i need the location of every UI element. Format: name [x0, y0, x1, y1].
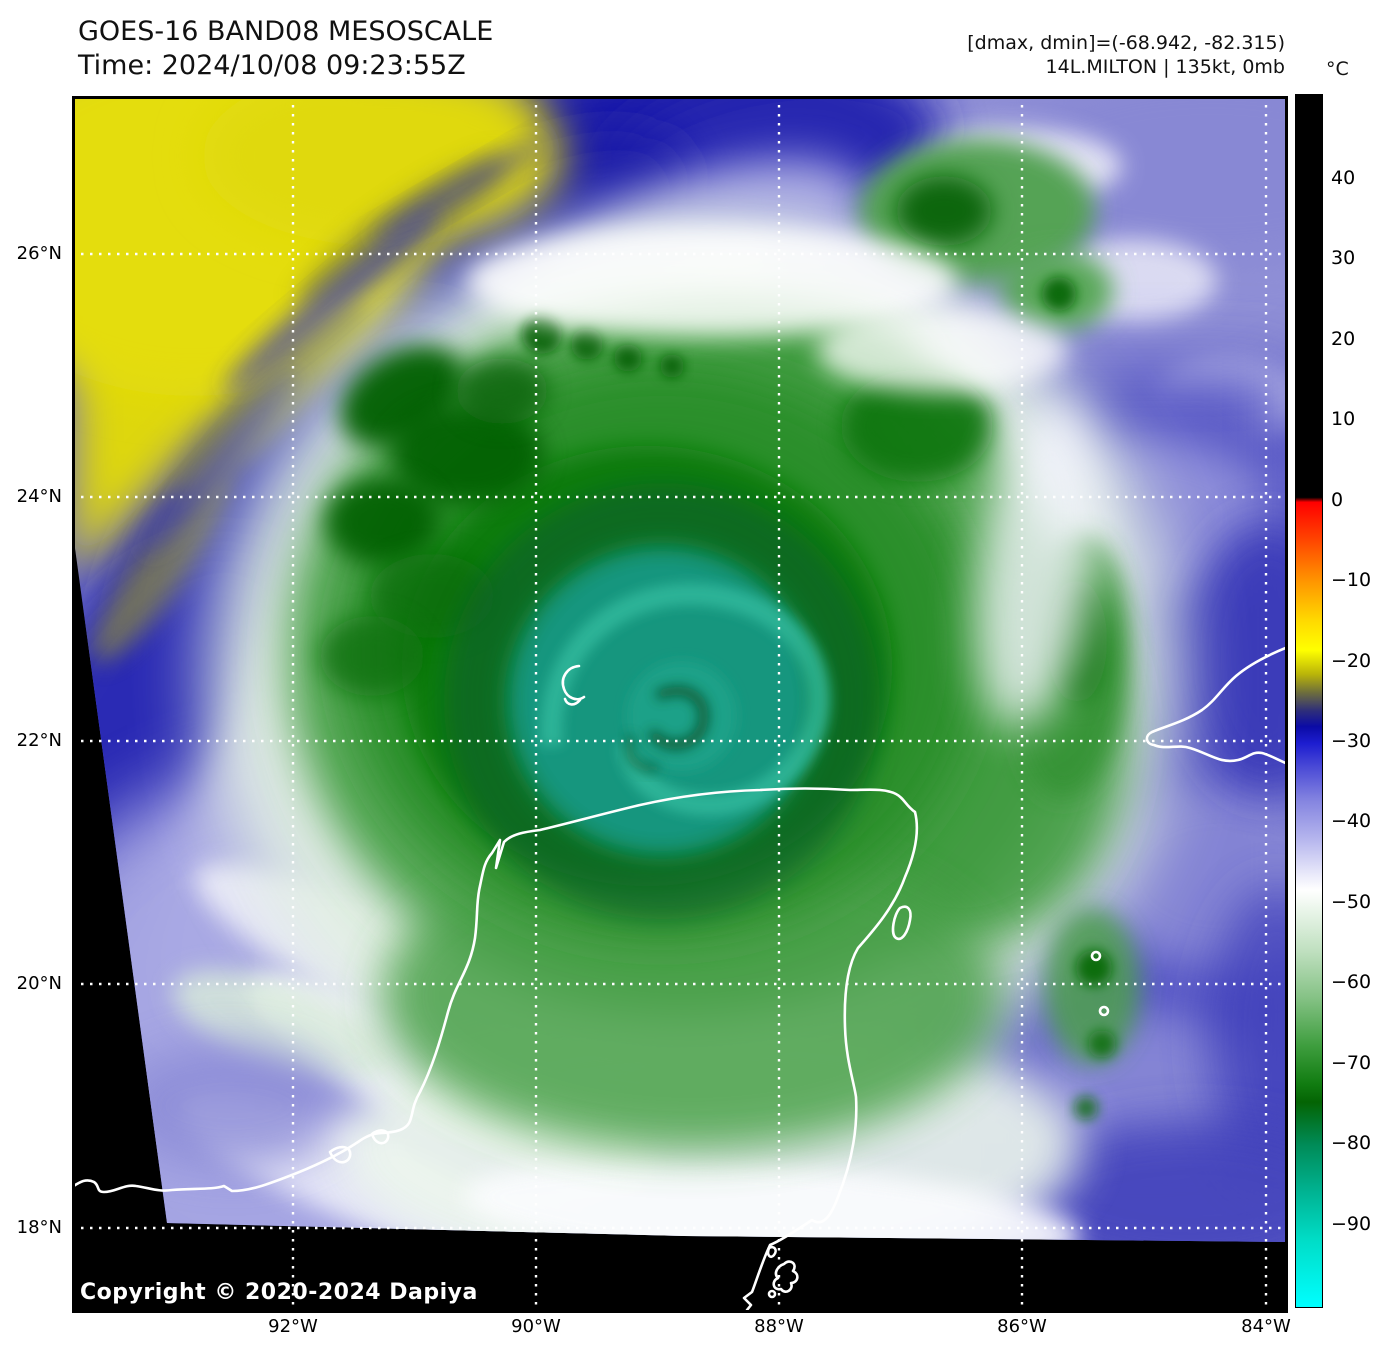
- lat-label: 18°N: [16, 1217, 62, 1238]
- lat-label: 20°N: [16, 973, 62, 994]
- colorbar-tick-label: 10: [1331, 408, 1356, 431]
- coastlines: [72, 645, 1288, 1312]
- satellite-imagery: [72, 96, 1288, 1313]
- colorbar: 40 30 20 10 0 −10 −20 −30 −40 −50 −60 −70 −80 −90: [1295, 94, 1390, 1308]
- lon-label: 88°W: [754, 1316, 804, 1337]
- colorbar-tick-label: 40: [1331, 167, 1356, 189]
- colorbar-tick-label: −30: [1331, 730, 1372, 752]
- colorbar-tick-label: −70: [1331, 1051, 1372, 1074]
- storm-readout: 14L.MILTON | 135kt, 0mb: [1045, 55, 1285, 78]
- colorbar-tick-label: 20: [1331, 327, 1356, 350]
- colorbar-tick-label: −80: [1331, 1132, 1372, 1155]
- dmax-dmin-readout: [dmax, dmin]=(-68.942, -82.315): [967, 32, 1285, 54]
- map-border: [72, 96, 1288, 1313]
- colorbar-tick-label: 0: [1331, 488, 1344, 511]
- colorbar-tick-label: −90: [1331, 1212, 1372, 1235]
- colorbar-gradient: [1295, 94, 1323, 1308]
- lat-label: 22°N: [16, 730, 62, 751]
- cloud-imagery: [72, 96, 1288, 1242]
- lat-label: 24°N: [16, 486, 62, 507]
- copyright: Copyright © 2020-2024 Dapiya: [80, 1280, 478, 1305]
- info-block: [dmax, dmin]=(-68.942, -82.315) 14L.MILT…: [967, 32, 1285, 80]
- page-title: GOES-16 BAND08 MESOSCALE: [78, 16, 494, 47]
- lon-label: 84°W: [1241, 1316, 1291, 1337]
- lon-label: 90°W: [511, 1316, 561, 1337]
- lon-label: 86°W: [997, 1316, 1047, 1337]
- colorbar-tick-label: −10: [1331, 569, 1372, 592]
- colorbar-tick-label: −20: [1331, 649, 1372, 672]
- lon-label: 92°W: [268, 1316, 318, 1337]
- colorbar-unit: °C: [1326, 58, 1349, 80]
- page-subtitle: Time: 2024/10/08 09:23:55Z: [78, 50, 466, 81]
- colorbar-tick-label: −60: [1331, 971, 1372, 994]
- satellite-map: Copyright © 2020-2024 Dapiya: [72, 96, 1288, 1313]
- colorbar-tick-label: 30: [1331, 247, 1356, 270]
- colorbar-tick-label: −40: [1331, 810, 1372, 833]
- lat-label: 26°N: [16, 243, 62, 264]
- colorbar-tick-label: −50: [1331, 890, 1372, 913]
